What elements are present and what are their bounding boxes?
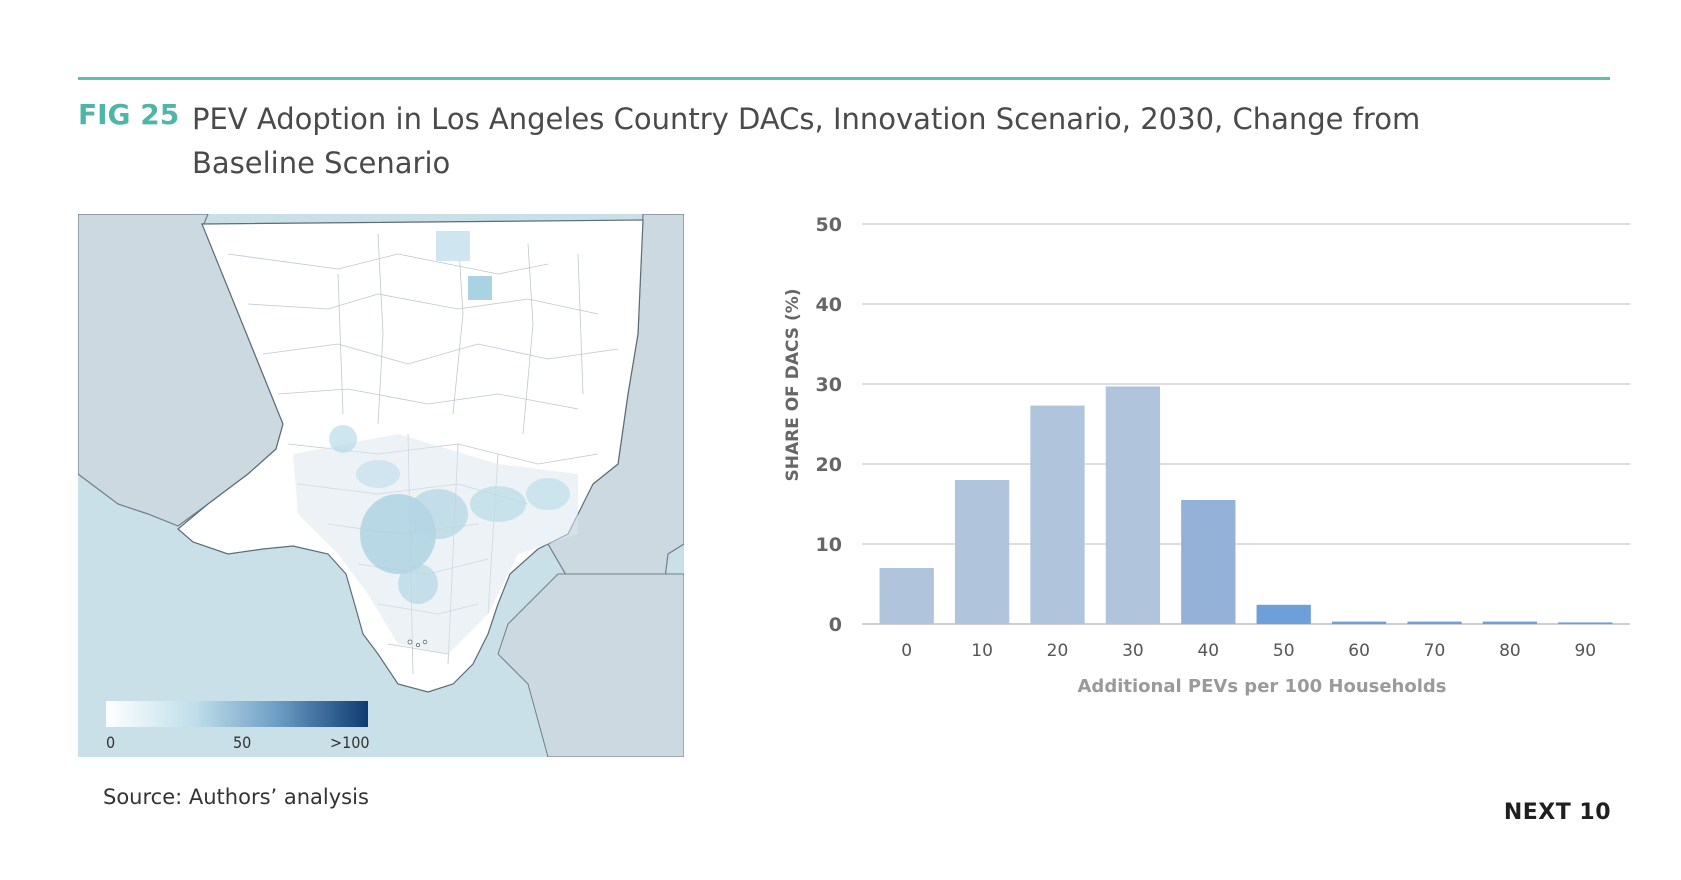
source-note: Source: Authors’ analysis [103,785,369,809]
legend-mid-label: 50 [233,733,251,752]
x-tick-label: 90 [1574,641,1596,661]
legend-max-label: >100 [330,733,370,752]
bar-10 [954,480,1010,624]
change-shading [329,231,570,604]
neighbor-county-southeast [497,573,684,757]
x-axis-title: Additional PEVs per 100 Households [1078,676,1447,697]
figure-title: PEV Adoption in Los Angeles Country DACs… [192,102,1421,180]
x-tick-label: 10 [971,641,993,661]
y-tick-label: 20 [816,454,842,476]
x-tick-label: 40 [1197,641,1219,661]
x-tick-labels: 0 10 20 30 40 50 60 70 80 90 [901,641,1596,661]
y-tick-label: 0 [829,614,842,636]
bar-60 [1331,621,1387,624]
title-rule [78,77,1610,80]
brand-logo: NEXT 10 [1503,800,1611,825]
bars [879,386,1613,624]
bar-50 [1256,604,1311,624]
bar-20 [1030,405,1085,624]
bar-30 [1105,386,1161,624]
x-tick-label: 50 [1273,641,1295,661]
bar-80 [1482,621,1538,624]
bar-40 [1181,500,1236,624]
coastal-islands [407,639,428,647]
x-tick-label: 60 [1348,641,1370,661]
figure-number: FIG 25 [78,98,180,131]
x-tick-label: 80 [1499,641,1521,661]
bar-0 [879,568,934,624]
x-tick-label: 70 [1424,641,1446,661]
chart-svg: 0 10 20 30 40 50 0 10 20 30 40 50 60 70 80 90 SHARE OF… [783,214,1630,697]
y-axis-title: SHARE OF DACS (%) [783,288,803,481]
bar-90 [1558,622,1613,624]
y-tick-label: 30 [816,374,842,396]
bar-chart: 0 10 20 30 40 50 0 10 20 30 40 50 60 70 80 90 SHARE OF… [770,200,1640,720]
map-svg: 0 50 >100 [78,214,684,757]
la-county-map: 0 50 >100 [78,214,684,757]
legend-color-bar [106,701,368,727]
x-tick-label: 0 [901,641,912,661]
x-tick-label: 20 [1047,641,1069,661]
bar-70 [1407,621,1462,624]
y-tick-labels: 0 10 20 30 40 50 [816,214,842,636]
y-tick-label: 50 [816,214,842,236]
y-tick-label: 10 [816,534,842,556]
y-tick-label: 40 [816,294,842,316]
x-tick-label: 30 [1122,641,1144,661]
legend-min-label: 0 [106,733,115,752]
